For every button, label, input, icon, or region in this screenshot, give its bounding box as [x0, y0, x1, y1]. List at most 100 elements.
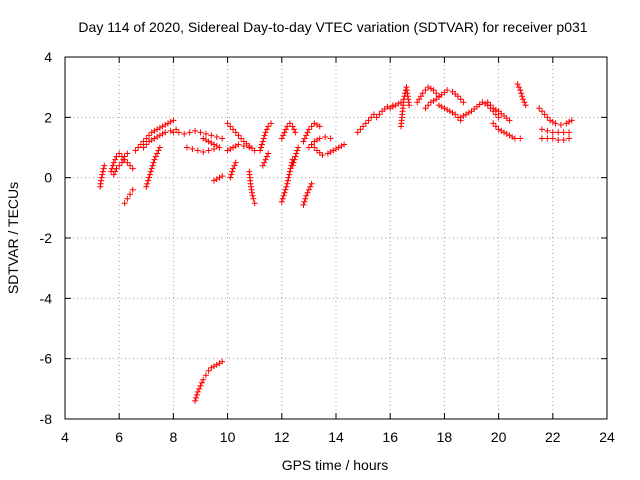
data-point: [113, 153, 120, 160]
axis-ticks: [64, 56, 608, 420]
data-point: [113, 165, 120, 172]
data-point: [263, 126, 270, 133]
series-arc-5: [132, 117, 177, 154]
data-point: [316, 123, 323, 130]
data-point: [98, 174, 105, 181]
data-points: [97, 81, 575, 404]
data-point: [143, 183, 150, 190]
data-point: [219, 173, 226, 180]
data-point: [112, 168, 119, 175]
data-point: [200, 149, 207, 156]
data-point: [155, 147, 162, 154]
data-point: [228, 171, 235, 178]
data-point: [230, 165, 237, 172]
data-point: [249, 192, 256, 199]
data-point: [303, 192, 310, 199]
data-point: [301, 198, 308, 205]
data-point: [145, 177, 152, 184]
series-arc-21: [289, 144, 302, 169]
data-point: [162, 129, 169, 136]
data-point: [557, 121, 564, 128]
data-point: [152, 153, 159, 160]
data-point: [279, 195, 286, 202]
data-point: [303, 132, 310, 139]
data-point: [260, 135, 267, 142]
data-point: [144, 180, 151, 187]
series-arc-18: [259, 150, 272, 169]
data-point: [536, 105, 543, 112]
data-point: [251, 147, 258, 154]
data-point: [258, 144, 265, 151]
data-point: [99, 168, 106, 175]
data-point: [170, 129, 177, 136]
data-point: [290, 159, 297, 166]
data-point: [127, 191, 134, 198]
series-arc-37: [536, 105, 575, 128]
series-arc-29: [398, 84, 413, 130]
data-point: [291, 156, 298, 163]
data-point: [193, 391, 200, 398]
data-point: [566, 135, 573, 142]
data-point: [544, 135, 551, 142]
data-point: [170, 117, 177, 124]
data-point: [186, 129, 193, 136]
x-tick-label: 4: [61, 429, 69, 445]
data-point: [568, 117, 575, 124]
data-point: [240, 142, 247, 149]
data-point: [213, 133, 220, 140]
series-arc-14: [224, 141, 253, 154]
grid: [65, 57, 607, 419]
data-point: [265, 150, 272, 157]
data-point: [522, 102, 529, 109]
data-point: [246, 144, 253, 151]
series-arc-22: [300, 180, 315, 208]
data-point: [235, 132, 242, 139]
data-point: [129, 165, 136, 172]
data-point: [192, 127, 199, 134]
data-point: [354, 129, 361, 136]
data-point: [327, 135, 334, 142]
data-point: [416, 96, 423, 103]
series-arc-1: [97, 162, 108, 190]
data-point: [280, 192, 287, 199]
data-point: [308, 123, 315, 130]
x-tick-label: 8: [170, 429, 178, 445]
data-point: [127, 162, 134, 169]
data-point: [506, 117, 513, 124]
series-arc-3: [110, 150, 131, 178]
data-point: [286, 171, 293, 178]
data-point: [319, 152, 326, 159]
chart-title: Day 114 of 2020, Sidereal Day-to-day VTE…: [78, 19, 587, 35]
data-point: [261, 159, 268, 166]
data-point: [200, 376, 207, 383]
data-point: [140, 138, 147, 145]
data-point: [376, 111, 383, 118]
data-point: [151, 156, 158, 163]
data-point: [101, 162, 108, 169]
data-point: [148, 165, 155, 172]
data-point: [196, 385, 203, 392]
data-point: [235, 141, 242, 148]
x-tick-label: 16: [382, 429, 398, 445]
data-point: [99, 171, 106, 178]
data-point: [490, 120, 497, 127]
data-point: [555, 129, 562, 136]
x-axis-label: GPS time / hours: [282, 457, 389, 473]
data-point: [519, 93, 526, 100]
data-point: [487, 102, 494, 109]
data-point: [156, 144, 163, 151]
data-point: [194, 147, 201, 154]
data-point: [284, 180, 291, 187]
data-point: [248, 189, 255, 196]
data-point: [124, 150, 131, 157]
data-point: [452, 111, 459, 118]
data-point: [419, 90, 426, 97]
data-point: [197, 382, 204, 389]
data-point: [286, 120, 293, 127]
data-point: [197, 129, 204, 136]
data-point: [305, 126, 312, 133]
series-arc-17: [257, 120, 274, 154]
data-point: [285, 174, 292, 181]
data-point: [265, 123, 272, 130]
